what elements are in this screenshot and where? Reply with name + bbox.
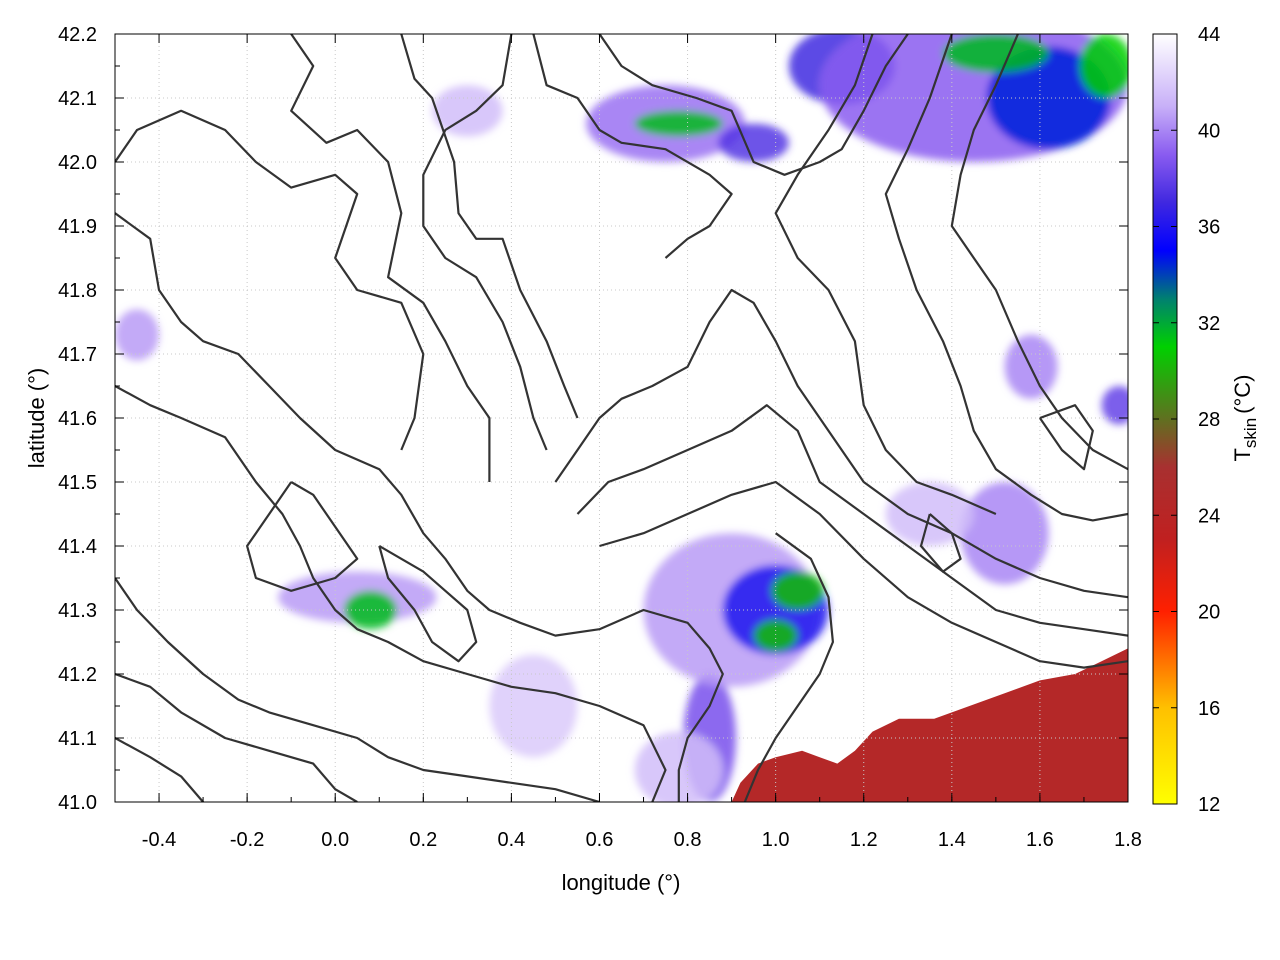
y-tick-label: 41.6	[58, 408, 97, 430]
contour-line	[532, 34, 733, 259]
grid-lines	[115, 34, 1128, 802]
warm-region	[1079, 34, 1128, 98]
y-tick-label: 42.2	[58, 24, 97, 46]
colorbar-ticks: 12 16 20 24 28 32 36 40 44	[1153, 24, 1220, 816]
y-tick-label: 41.7	[58, 344, 97, 366]
contour-line	[422, 34, 548, 451]
contour-line	[884, 34, 1128, 522]
contour-line	[115, 577, 600, 802]
contour-line	[115, 109, 425, 451]
x-tick-label: 1.2	[850, 829, 878, 851]
colorbar-tick-label: 12	[1198, 794, 1220, 816]
x-tick-label: 0.0	[321, 829, 349, 851]
contour-line	[115, 672, 358, 802]
y-axis-label: latitude (°)	[24, 368, 49, 469]
warm-region	[432, 85, 503, 137]
contour-line	[378, 545, 478, 663]
colorbar: 12 16 20 24 28 32 36 40 44 Tskin (°C)	[1152, 24, 1260, 816]
warm-regions	[115, 34, 1128, 802]
colorbar-tick-label: 20	[1198, 602, 1220, 624]
colorbar-tick-label: 24	[1198, 505, 1220, 527]
warm-region	[1101, 386, 1128, 425]
x-tick-label: 0.8	[674, 829, 702, 851]
warm-region	[115, 309, 160, 361]
contour-lines	[115, 34, 1128, 802]
contour-line	[919, 513, 962, 573]
colorbar-tick-label: 44	[1198, 24, 1220, 46]
contour-line	[950, 34, 1128, 471]
contour-line	[115, 737, 204, 802]
x-axis-label: longitude (°)	[562, 870, 681, 895]
contour-line	[115, 212, 724, 802]
contour-line	[598, 34, 909, 176]
x-tick-label: -0.2	[230, 829, 264, 851]
x-tick-label: 1.6	[1026, 829, 1054, 851]
contour-line	[743, 532, 835, 802]
warm-region	[718, 123, 789, 162]
sea-area	[731, 648, 1128, 802]
y-tick-label: 41.1	[58, 728, 97, 750]
colorbar-tick-label: 16	[1198, 698, 1220, 720]
colorbar-label-main: T	[1230, 448, 1255, 461]
contour-line	[115, 385, 667, 802]
contour-line	[576, 404, 1128, 637]
y-tick-label: 41.0	[58, 792, 97, 814]
y-tick-label: 41.2	[58, 664, 97, 686]
colorbar-tick-label: 28	[1198, 409, 1220, 431]
warm-region	[987, 46, 1111, 150]
x-tick-label: 1.8	[1114, 829, 1142, 851]
contour-line	[599, 480, 1128, 669]
contour-line	[290, 34, 491, 482]
colorbar-label-subscript: skin	[1241, 418, 1260, 448]
colorbar-label: Tskin (°C)	[1230, 374, 1260, 461]
y-tick-label: 41.9	[58, 216, 97, 238]
warm-region	[489, 654, 578, 758]
contour-line	[774, 34, 997, 516]
warm-region	[344, 590, 397, 630]
y-tick-label: 41.5	[58, 472, 97, 494]
colorbar-label-unit: (°C)	[1230, 374, 1255, 413]
colorbar-tick-label: 32	[1198, 313, 1220, 335]
y-tick-label: 41.3	[58, 600, 97, 622]
contour-line	[400, 34, 579, 419]
y-tick-label: 41.8	[58, 280, 97, 302]
contour-line	[1038, 404, 1094, 471]
colorbar-tick-label: 36	[1198, 217, 1220, 239]
y-tick-label: 42.1	[58, 88, 97, 110]
x-axis-ticks: -0.4 -0.2 0.0 0.2 0.4 0.6 0.8 1.0 1.2 1.4 1.6 1.8	[114, 34, 1142, 851]
x-tick-label: 1.4	[938, 829, 966, 851]
x-tick-label: 1.0	[762, 829, 790, 851]
colorbar-tick-label: 40	[1198, 120, 1220, 142]
warm-region	[771, 571, 825, 610]
warm-region	[753, 619, 798, 652]
heatmap-layer	[115, 34, 1128, 802]
x-tick-label: 0.2	[409, 829, 437, 851]
y-axis-ticks: 41.0 41.1 41.2 41.3 41.4 41.5 41.6 41.7 41.8 41.9…	[58, 24, 1128, 814]
y-tick-label: 41.4	[58, 536, 97, 558]
x-tick-label: 0.6	[586, 829, 614, 851]
contour-line	[554, 288, 1128, 599]
x-tick-label: -0.4	[142, 829, 176, 851]
y-tick-label: 42.0	[58, 152, 97, 174]
warm-region	[943, 34, 1049, 73]
contour-line	[246, 481, 359, 592]
warm-region	[634, 110, 723, 137]
x-tick-label: 0.4	[497, 829, 525, 851]
